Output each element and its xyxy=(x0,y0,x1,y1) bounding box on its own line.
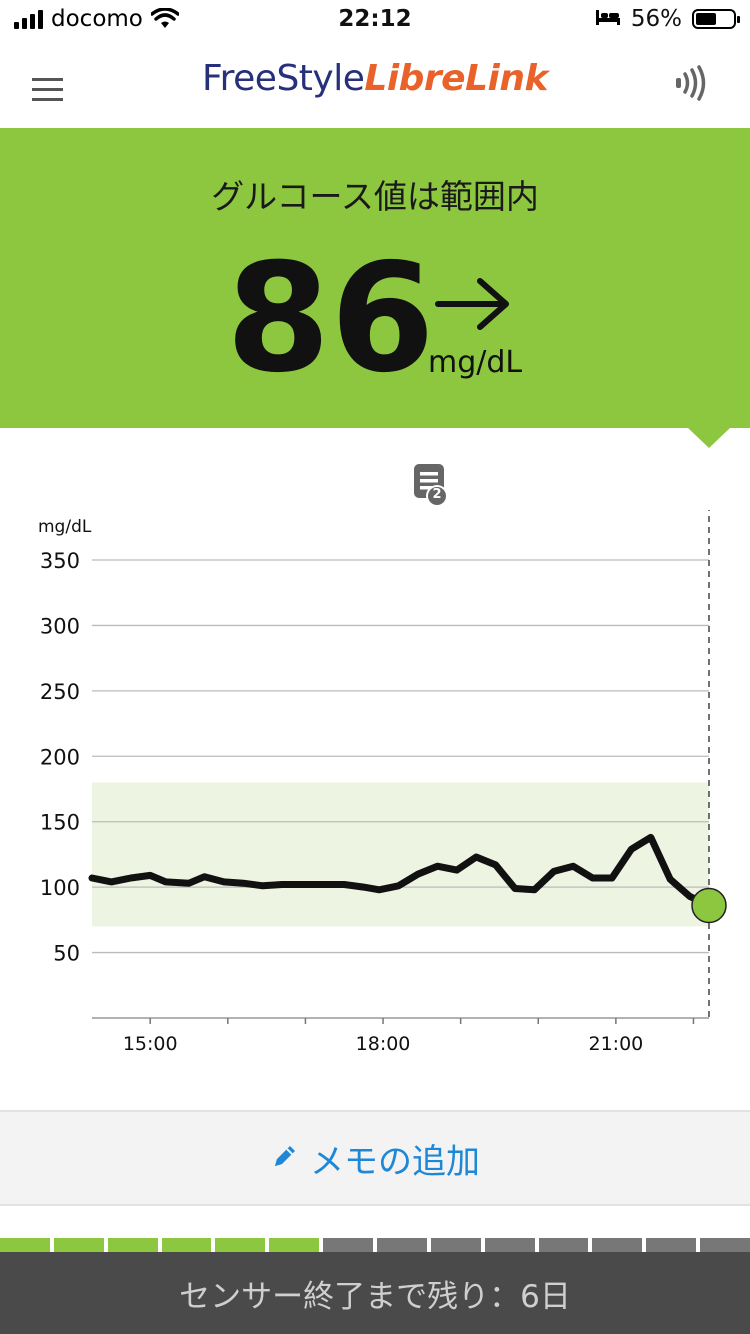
sensor-day-elapsed xyxy=(107,1238,158,1252)
glucose-reading-panel: グルコース値は範囲内 xyxy=(0,128,750,428)
glucose-unit: mg/dL xyxy=(428,345,523,380)
y-tick-label: 350 xyxy=(40,549,80,573)
sleep-bed-icon xyxy=(595,6,621,32)
glucose-status-text: グルコース値は範囲内 xyxy=(211,177,539,216)
y-tick-label: 50 xyxy=(53,942,80,966)
carrier-name: docomo xyxy=(51,6,143,32)
sensor-remaining-text: センサー終了まで残り：6日 xyxy=(179,1278,571,1315)
glucose-series-line xyxy=(88,833,713,909)
status-left: docomo xyxy=(14,6,179,32)
status-time: 22:12 xyxy=(338,6,412,32)
x-tick-label: 18:00 xyxy=(356,1033,411,1055)
current-reading-dot xyxy=(691,887,727,924)
cellular-signal-icon xyxy=(14,9,43,29)
notes-icon[interactable]: 2 xyxy=(412,462,454,512)
notes-count-badge: 2 xyxy=(432,487,442,502)
y-tick-label: 200 xyxy=(40,745,80,769)
sensor-day-remaining xyxy=(430,1238,481,1252)
x-tick-label: 21:00 xyxy=(588,1033,643,1055)
sensor-day-elapsed xyxy=(161,1238,212,1252)
sensor-day-remaining xyxy=(377,1238,427,1252)
nav-bar: FreeStyleLibreLink xyxy=(0,40,750,128)
sensor-day-elapsed xyxy=(215,1238,266,1252)
status-right: 56% xyxy=(595,6,740,32)
sensor-day-remaining xyxy=(484,1238,535,1252)
sensor-day-remaining xyxy=(592,1238,643,1252)
sensor-day-remaining xyxy=(538,1238,589,1252)
glucose-chart: mg/dL 350 300 250 200 150 100 50 15:00 18:00 21:00 xyxy=(38,510,727,1055)
y-tick-label: 100 xyxy=(40,876,80,900)
brand-librelink: LibreLink xyxy=(364,58,548,99)
menu-icon[interactable] xyxy=(32,78,63,108)
glucose-value: 86 xyxy=(226,232,435,406)
sensor-day-remaining xyxy=(323,1238,374,1252)
y-tick-label: 300 xyxy=(40,614,80,638)
battery-percent: 56% xyxy=(630,6,682,32)
y-tick-label: 150 xyxy=(40,811,80,835)
sensor-day-elapsed xyxy=(269,1238,320,1252)
pencil-icon xyxy=(270,1141,300,1175)
sensor-day-elapsed xyxy=(0,1238,50,1252)
sensor-day-remaining xyxy=(646,1238,697,1252)
y-axis-unit-label: mg/dL xyxy=(38,517,92,537)
wifi-icon xyxy=(150,8,179,30)
add-memo-label: メモの追加 xyxy=(310,1141,480,1182)
nfc-scan-icon[interactable] xyxy=(672,64,710,106)
brand-freestyle: FreeStyle xyxy=(202,58,365,99)
trend-arrow-icon xyxy=(434,276,514,336)
app-logo: FreeStyleLibreLink xyxy=(0,58,750,99)
sensor-status-bar: センサー終了まで残り：6日 xyxy=(0,1252,750,1334)
sensor-life-progress xyxy=(0,1238,750,1252)
current-time-pointer xyxy=(688,428,730,448)
status-bar: docomo 22:12 56% xyxy=(0,0,750,40)
x-tick-label: 15:00 xyxy=(123,1033,178,1055)
target-range-band xyxy=(92,782,709,927)
y-tick-label: 250 xyxy=(40,680,80,704)
sensor-day-remaining xyxy=(700,1238,750,1252)
add-memo-button[interactable]: メモの追加 xyxy=(0,1110,750,1206)
battery-icon xyxy=(692,9,740,29)
sensor-day-elapsed xyxy=(53,1238,104,1252)
